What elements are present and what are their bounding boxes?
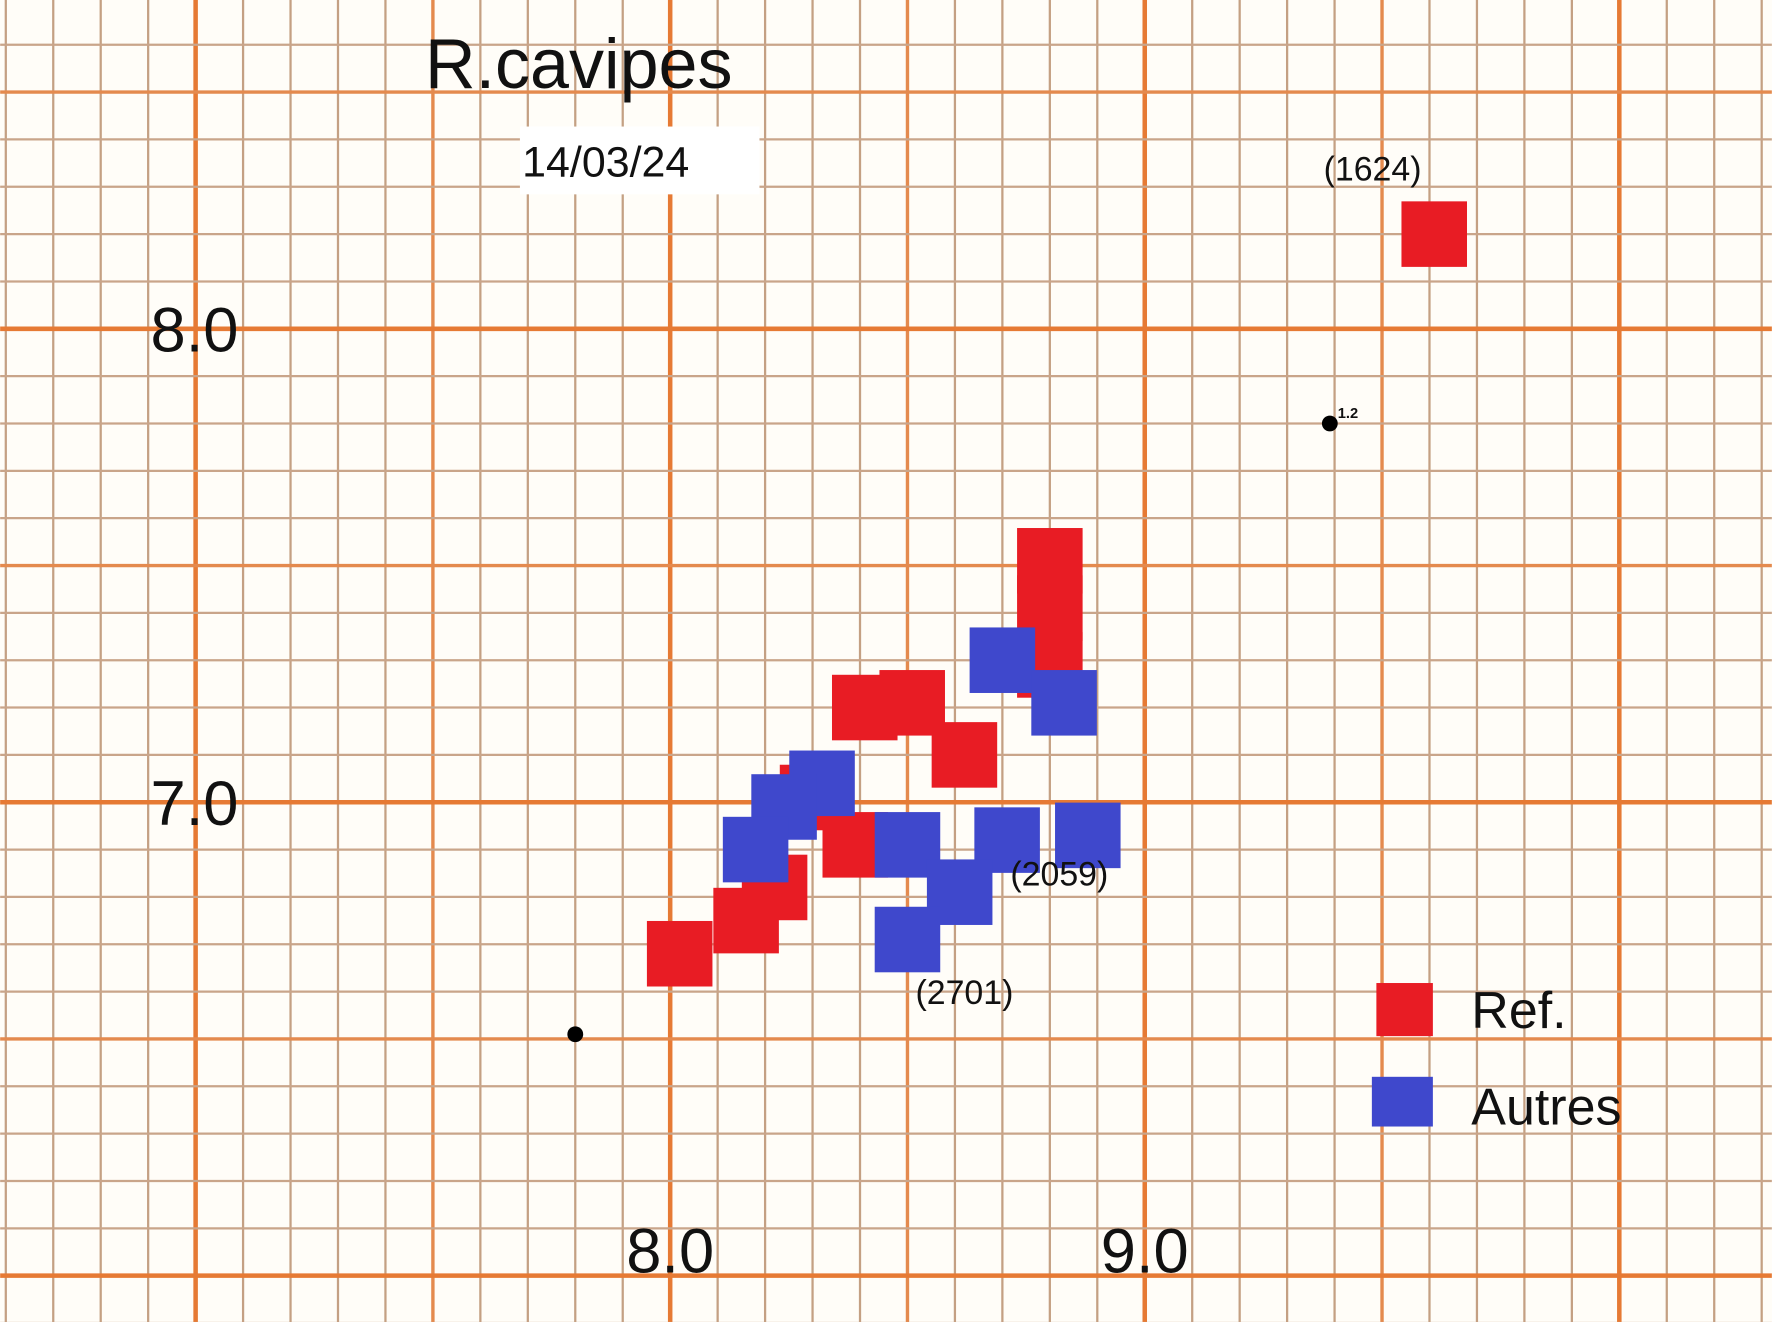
y-tick-label: 8.0: [151, 295, 239, 365]
autres-point: [1031, 670, 1097, 736]
legend-label-autres: Autres: [1471, 1078, 1621, 1136]
black-dot: [567, 1026, 584, 1043]
y-tick-label: 7.0: [151, 769, 239, 839]
data-points: [646, 201, 1468, 987]
legend-swatch-ref: [1376, 983, 1433, 1037]
annotations: (1624) (2059) (2701): [915, 150, 1421, 1012]
tick-labels: 8.0 9.0 8.0 7.0: [151, 295, 1189, 1286]
point-annotation: (1624): [1324, 150, 1422, 188]
chart-title: R.cavipes: [425, 25, 733, 103]
point-annotation: (2701): [915, 974, 1013, 1012]
ref-point: [646, 920, 713, 987]
x-tick-label: 8.0: [626, 1216, 714, 1286]
legend-label-ref: Ref.: [1471, 982, 1566, 1040]
autres-point: [1055, 802, 1121, 869]
black-dot: [1321, 415, 1338, 432]
autres-point: [874, 906, 941, 973]
chart-date: 14/03/24: [522, 138, 689, 186]
x-tick-label: 9.0: [1101, 1216, 1189, 1286]
legend-swatch-autres: [1371, 1076, 1433, 1127]
date-label-box: [519, 126, 760, 195]
autres-point: [722, 816, 789, 883]
ref-point: [1401, 201, 1468, 267]
ref-point: [931, 722, 998, 788]
dot-label: 1.2: [1338, 406, 1358, 422]
point-annotation: (2059): [1010, 856, 1108, 894]
dots: 1.2: [567, 406, 1358, 1043]
autres-point: [969, 627, 1036, 693]
legend: Ref. Autres: [1371, 982, 1621, 1136]
ref-point: [713, 887, 779, 954]
